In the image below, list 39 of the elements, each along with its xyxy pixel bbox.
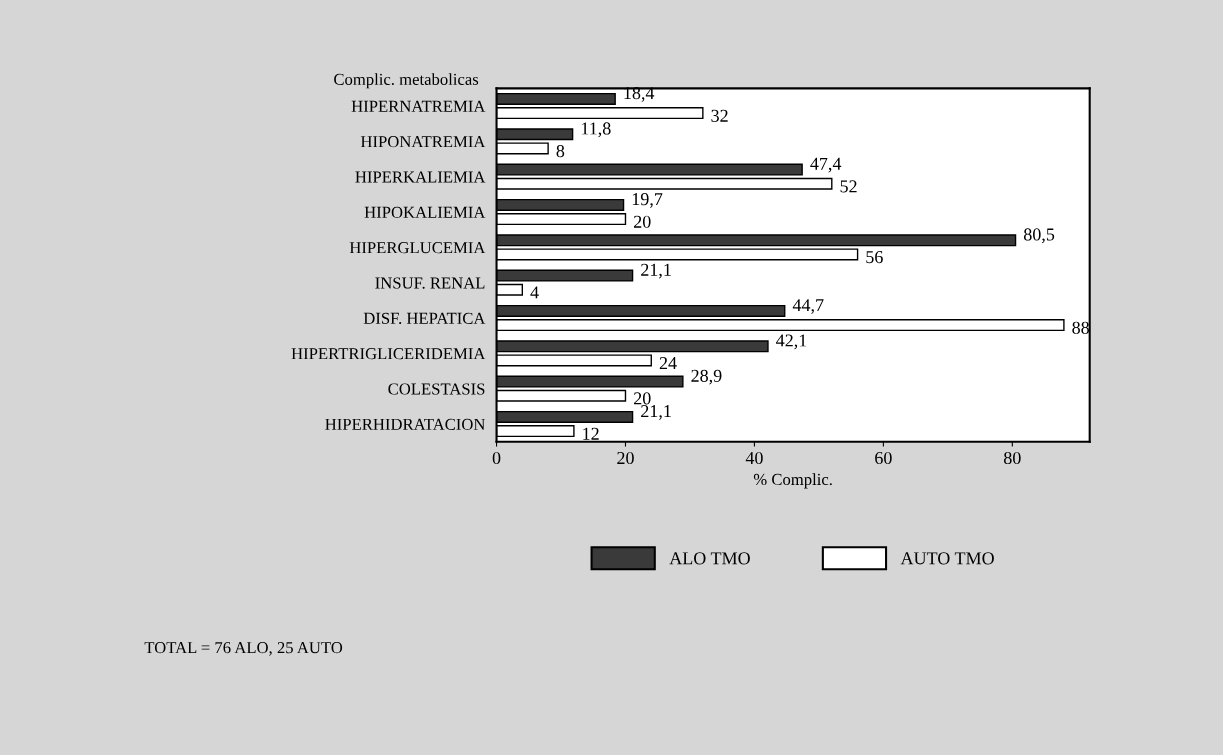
data-label: 56 <box>866 251 883 264</box>
y-axis-title: Complic. metabolicas <box>334 73 479 89</box>
text: TOTAL = 76 ALO, 25 AUTO <box>144 642 343 656</box>
data-label: 11,8 <box>581 122 611 138</box>
y-tick-label: HIPOKALIEMIA <box>364 206 486 218</box>
data-label: 21,1 <box>641 405 671 420</box>
x-axis-title: % Complic. <box>753 473 832 489</box>
data-label: 12 <box>583 427 599 440</box>
legend-label: ALO TMO <box>669 552 750 565</box>
x-tick-label: 0 <box>492 451 501 465</box>
data-label: 21,1 <box>641 263 671 279</box>
data-label: 80,5 <box>1023 228 1055 244</box>
x-tick-label: 60 <box>875 451 892 465</box>
data-label: 32 <box>711 109 728 122</box>
y-tick-label: HIPERNATREMIA <box>351 100 486 112</box>
y-tick-label: HIPERTRIGLICERIDEMIA <box>291 348 486 360</box>
data-label: 24 <box>659 357 677 369</box>
y-tick-label: HIPONATREMIA <box>360 136 486 148</box>
data-label: 42,1 <box>776 334 807 350</box>
x-tick-label: 80 <box>1003 451 1021 465</box>
data-label: 28,9 <box>691 369 722 385</box>
data-label: 20 <box>634 215 651 228</box>
x-tick-label: 40 <box>745 451 763 465</box>
x-tick-label: 20 <box>617 451 634 465</box>
data-label: 4 <box>530 286 539 299</box>
data-label: 88 <box>1072 321 1090 334</box>
data-label: 8 <box>556 144 565 158</box>
y-tick-label: DISF. HEPATICA <box>363 312 486 325</box>
legend-label: AUTO TMO <box>900 552 994 565</box>
y-tick-label: COLESTASIS <box>388 383 485 395</box>
data-label: 19,7 <box>632 193 663 208</box>
y-tick-label: HIPERKALIEMIA <box>355 171 486 183</box>
data-label: 44,7 <box>792 299 824 314</box>
y-tick-label: HIPERGLUCEMIA <box>349 242 486 254</box>
data-label: 47,4 <box>810 157 842 173</box>
y-tick-label: HIPERHIDRATACION <box>325 418 486 430</box>
data-label: 20 <box>634 392 651 405</box>
y-tick-label: INSUF. RENAL <box>375 277 485 289</box>
data-label: 52 <box>840 180 857 193</box>
